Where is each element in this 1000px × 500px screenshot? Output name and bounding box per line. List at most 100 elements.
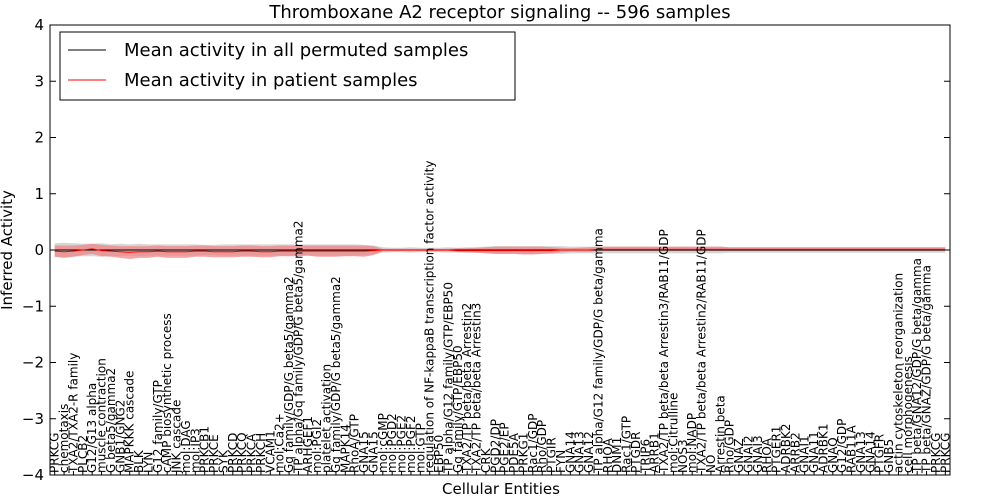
x-tick-label: mol:PGD2 (385, 413, 399, 473)
legend-label: Mean activity in all permuted samples (124, 40, 468, 61)
x-tick-label: PRKCG (48, 433, 62, 473)
x-tick-label: JNK cascade (170, 400, 184, 474)
x-tick-label: cell morphogenesis (901, 356, 915, 473)
x-tick-label: TP alpha/Gq family/GDP/G beta5/gamma2 (291, 220, 305, 474)
y-tick-label: −3 (22, 410, 44, 428)
x-tick-label: DNM1 (610, 437, 624, 473)
x-tick-label: Gq family/GDP/G beta5/gamma2 (282, 276, 296, 473)
x-tick-label: Gq family/GDP/G beta5/gamma2 (329, 276, 343, 473)
x-tick-label: actin cytoskeleton reorganization (891, 273, 905, 473)
x-tick-label: ARRB2 (788, 432, 802, 473)
x-tick-label: PRKCA (245, 433, 259, 473)
x-tick-label: LYN (141, 452, 155, 473)
y-tick-label: 4 (34, 16, 44, 34)
x-tick-label: TP alpha/G12 family/GTP/EBP50 (441, 282, 455, 474)
x-tick-label: Gq family/GTP/EBP50 (451, 345, 465, 473)
x-tick-label: GNA11 (807, 431, 821, 473)
x-tick-label: BLK (132, 449, 146, 473)
x-tick-label: ADRBK1 (816, 423, 830, 473)
y-axis-label: Inferred Activity (0, 190, 16, 310)
x-tick-label: Rac1/GTP (620, 416, 634, 473)
x-tick-label: mol:DAG (179, 420, 193, 473)
x-tick-label: TP alpha/G12 family/GDP/G beta/gamma (591, 228, 605, 474)
x-tick-label: TXA2/TP beta/beta Arrestin3/RAB11/GDP (657, 229, 671, 474)
legend-label: Mean activity in patient samples (124, 70, 418, 91)
x-tick-label: RhoA/GTP (348, 414, 362, 473)
x-tick-label: PTGIR (545, 437, 559, 473)
x-tick-label: regulation of NF-kappaB transcription fa… (423, 161, 437, 473)
x-tick-label: mol:IP3 (188, 428, 202, 473)
x-tick-label: Arrestin beta (713, 395, 727, 473)
x-tick-label: PRKCQ (235, 432, 249, 473)
x-tick-label: TP beta/GNAZ/GDP/G beta/gamma (920, 265, 934, 474)
x-tick-label: GNAQ (826, 437, 840, 473)
patient-series-line (54, 248, 946, 253)
x-tick-label: SYK (216, 449, 230, 473)
x-tick-label: TXA2/TP beta/beta Arrestin2 (460, 303, 474, 474)
legend: Mean activity in all permuted samples Mea… (59, 31, 516, 101)
x-tick-label: GNA12 (582, 431, 596, 473)
x-tick-label: mol:cGMP (376, 413, 390, 473)
x-tick-label: PTGFR (873, 434, 887, 473)
x-tick-label: RHOA (760, 437, 774, 473)
x-tick-label: muscle contraction (95, 358, 109, 473)
x-tick-label: GNAI2 (741, 435, 755, 473)
x-tick-label: CRK (479, 447, 493, 473)
x-tick-label: GNA14 (563, 431, 577, 473)
x-tick-label: G12 family/GTP (151, 380, 165, 473)
x-tick-label: GNA14 (863, 431, 877, 473)
x-tick-label: NO (704, 455, 718, 473)
x-tick-label: GNA15 (366, 431, 380, 473)
x-tick-label: PGD2/DP (488, 419, 502, 473)
x-tick-label: VCAM1 (263, 430, 277, 473)
y-tick-label: −2 (22, 354, 44, 372)
x-tick-label: mol:Citrulline (666, 393, 680, 473)
x-tick-label: TXA2/TP beta/beta Arrestin3 (470, 303, 484, 474)
x-tick-label: chemotaxis (57, 404, 71, 473)
x-tick-label: PRKG1 (516, 433, 530, 473)
x-tick-label: PRKCG (929, 433, 943, 473)
y-tick-label: 2 (34, 129, 44, 147)
y-tick-label: 0 (34, 241, 44, 259)
x-tick-label: mol:PGI2 (310, 419, 324, 473)
y-tick-label: 3 (34, 72, 44, 90)
x-tick-label: PTGDR (629, 432, 643, 473)
x-tick-label: platelet activation (320, 364, 334, 473)
x-tick-label: PRKCB1 (198, 426, 212, 473)
x-tick-label: TP beta/GNA12/GDP/G beta/gamma (910, 258, 924, 474)
x-tick-label: mol:NADP (685, 413, 699, 473)
plot-frame (49, 24, 951, 476)
x-tick-label: TXA2/TXA2-R family (66, 353, 80, 474)
x-tick-label: Rac1/GDP (526, 414, 540, 473)
x-tick-label: Rho/GDP (535, 420, 549, 473)
x-tick-label: mol:PGF2 (404, 416, 418, 473)
x-tick-label: GNAI1 (798, 435, 812, 473)
x-tick-label: PDE5A (507, 432, 521, 473)
x-tick-label: G12/G13 alpha (85, 383, 99, 473)
x-tick-label: mol:PGE2 (395, 415, 409, 473)
x-tick-label: ADRBK2 (779, 423, 793, 473)
x-tick-label: GNB5 (882, 439, 896, 473)
x-tick-label: ARHGEF1 (301, 416, 315, 473)
x-tick-label: Rho/GDP (723, 420, 737, 473)
x-tick-label: GNA13 (854, 431, 868, 473)
patient-band (54, 243, 946, 259)
x-tick-label: PGE2/EP (498, 422, 512, 473)
x-tick-label: G beta5/gamma2 (104, 368, 118, 473)
x-tick-label: MAPKKK cascade (123, 371, 137, 473)
x-tick-label: G12/GDP (835, 419, 849, 473)
x-tick-label: PTGER1 (770, 426, 784, 473)
x-tick-label: TXA2/TP beta/beta Arrestin2/RAB11/GDP (695, 229, 709, 474)
x-tick-label: TRIP6 (638, 439, 652, 474)
chart-title: Thromboxane A2 receptor signaling -- 596… (268, 2, 730, 23)
y-tick-label: 1 (34, 185, 44, 203)
x-tick-label: GNB1/GNG2 (113, 400, 127, 473)
x-tick-label: GNA15 (357, 431, 371, 473)
x-tick-label: PRKCD (226, 433, 240, 473)
x-tick-label: RAB11A (845, 424, 859, 473)
x-tick-label: GNAZ (732, 438, 746, 473)
x-tick-label: EBP50 (432, 435, 446, 473)
x-tick-label: GNAI3 (751, 435, 765, 473)
x-tick-label: PRKCE (207, 434, 221, 473)
